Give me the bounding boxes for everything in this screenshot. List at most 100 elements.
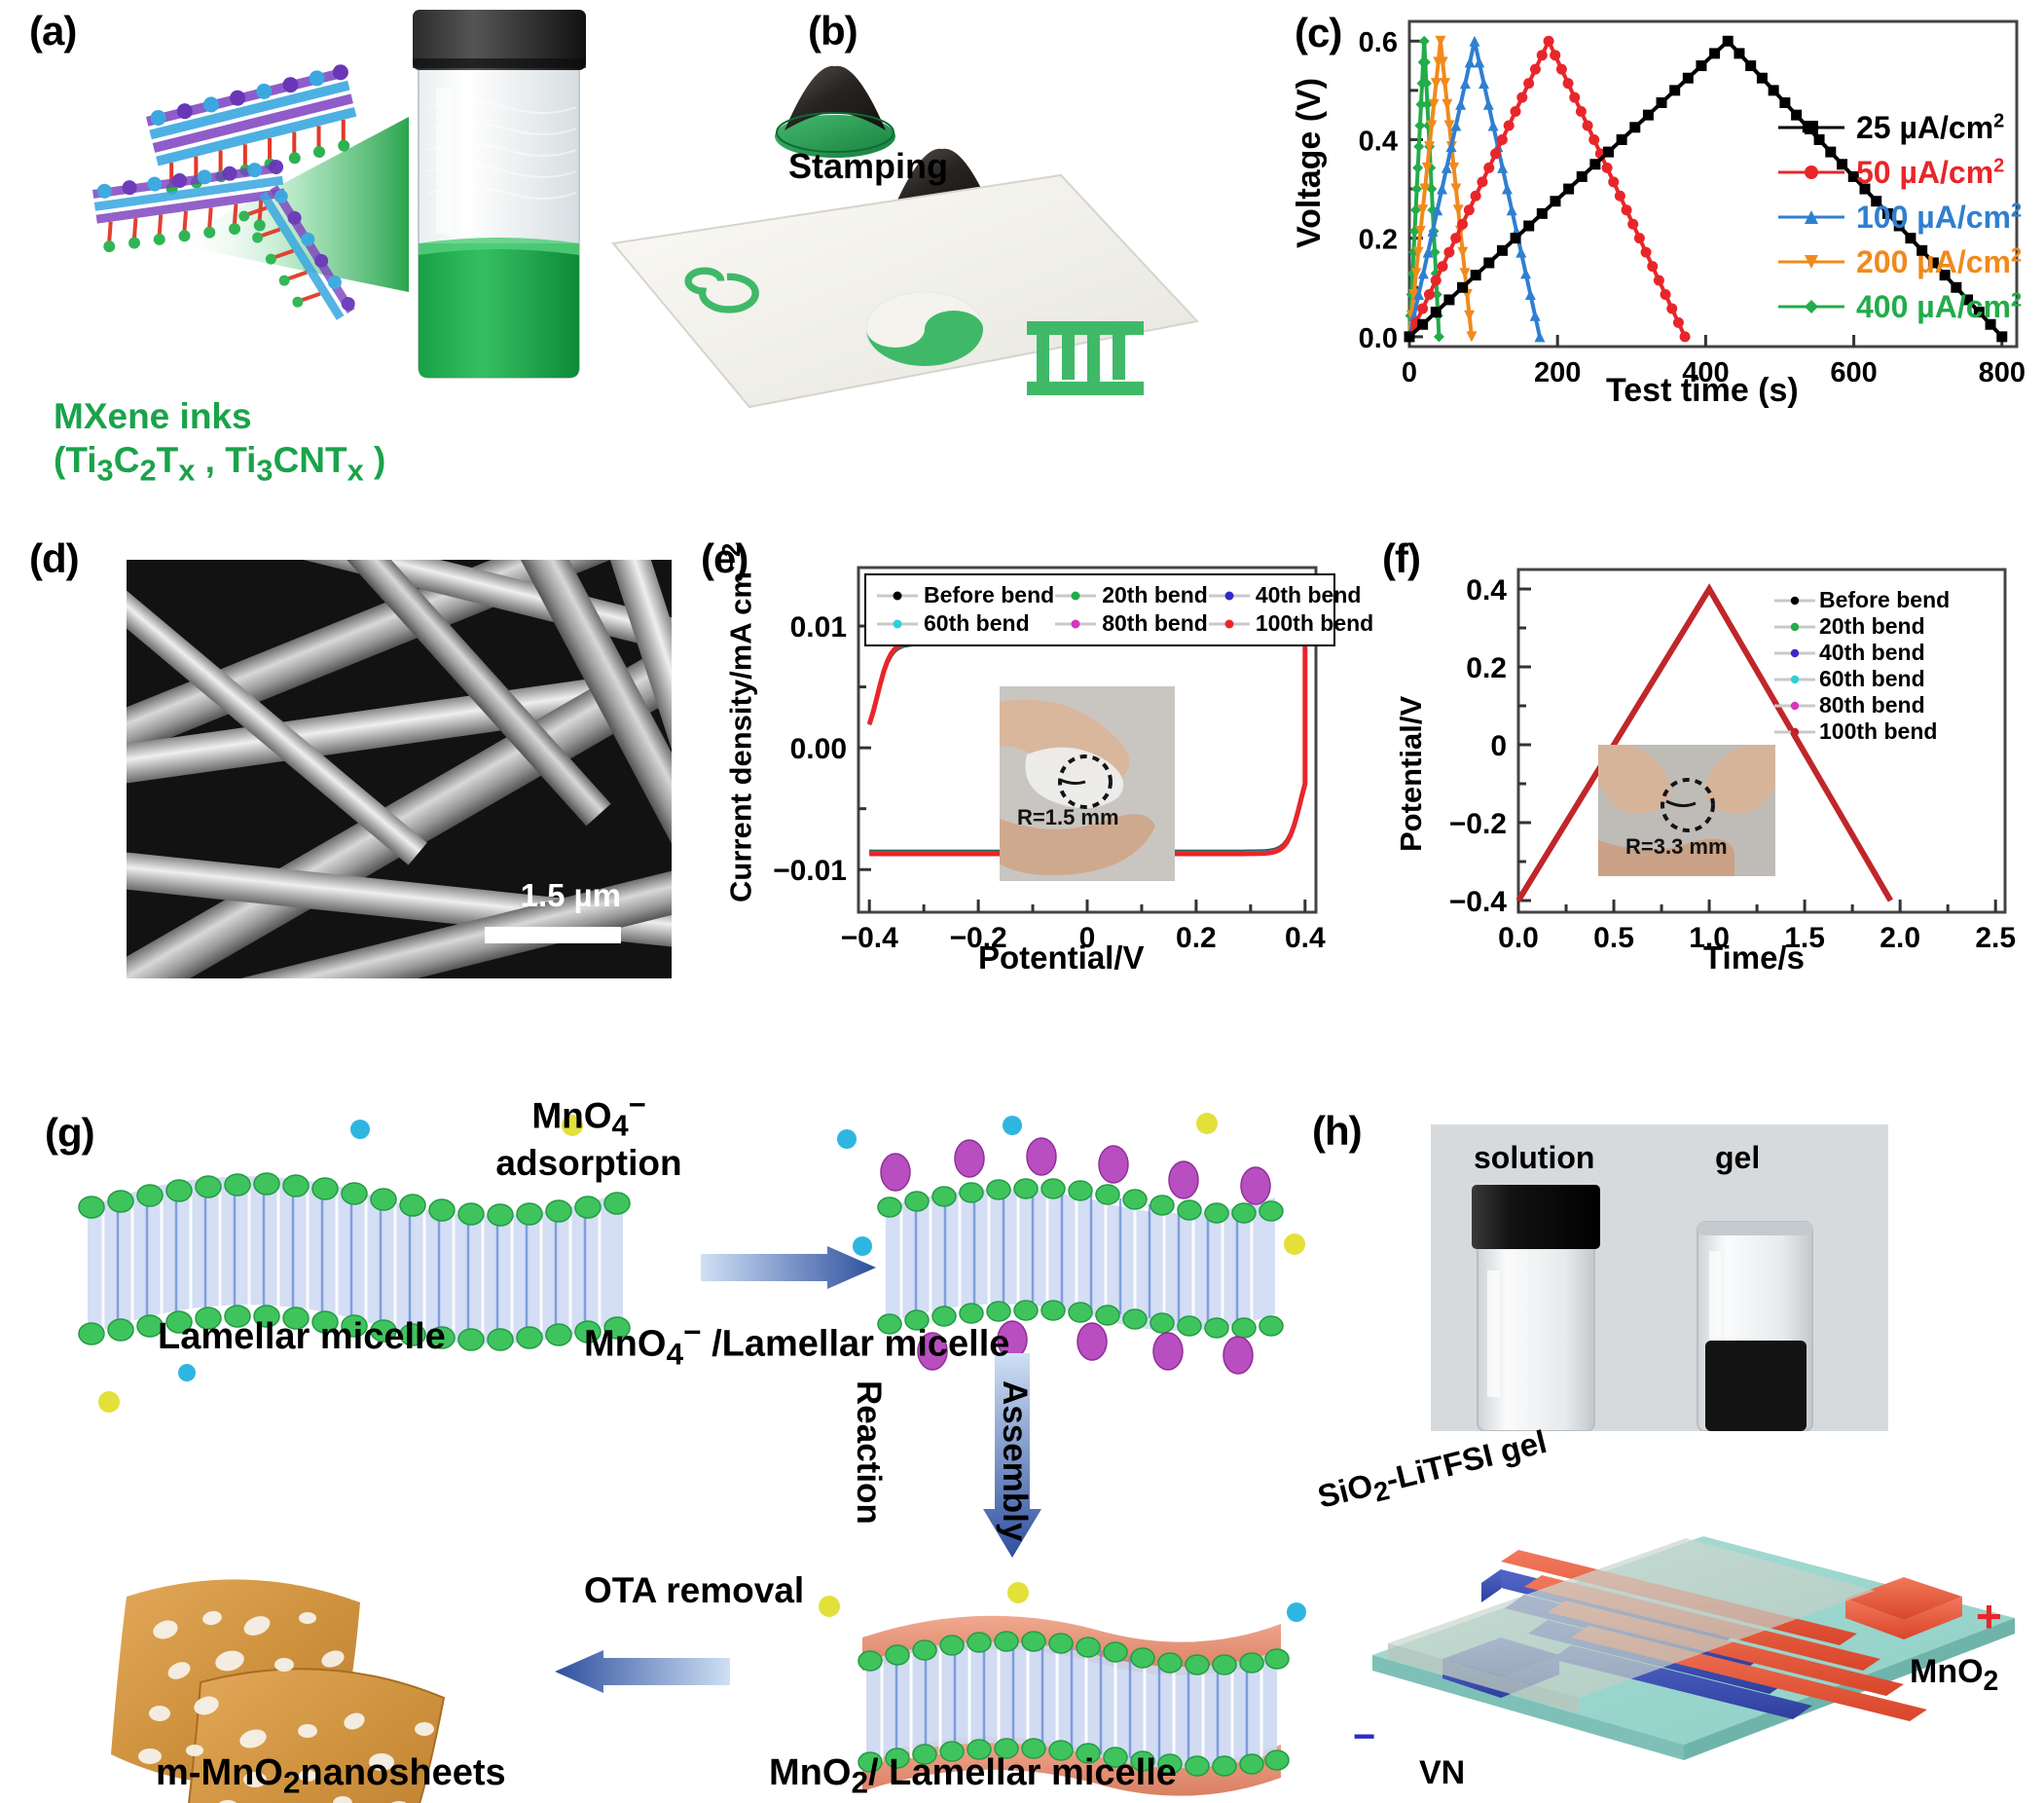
panel-f-gcd-chart: (f) 0.0 0.5 1.0 1.5 2.0 2.5 0.4 0.2 0 −0.2 −0.4 Ti… bbox=[1382, 535, 2016, 978]
panel-c-yaxis-title: Voltage (V) bbox=[1291, 77, 1328, 248]
legend-swatch-icon bbox=[1774, 648, 1815, 657]
svg-text:0.2: 0.2 bbox=[1359, 225, 1398, 256]
legend-swatch-icon bbox=[1778, 255, 1844, 269]
stamp-1 bbox=[775, 65, 895, 158]
panel-c-plot: 0 200 400 600 800 0.0 0.2 0.4 0.6 bbox=[1359, 19, 2026, 388]
panel-a-illustration bbox=[91, 10, 586, 379]
legend-item-bend: 80th bend bbox=[1054, 610, 1208, 637]
panel-e-legend: Before bend 20th bend 40th bend 60th bend 80… bbox=[864, 573, 1373, 646]
m-mno2-nanosheets-label: m-MnO2nanosheets bbox=[156, 1752, 506, 1800]
legend-item-bend: Before bend bbox=[876, 582, 1054, 608]
legend-swatch-icon bbox=[1774, 596, 1815, 605]
legend-item-bend: 100th bend bbox=[1773, 718, 1950, 745]
panel-e-yaxis-title: Current density/mA cm−2 bbox=[718, 543, 758, 902]
micro-supercapacitor-schematic bbox=[1372, 1536, 2015, 1760]
legend-swatch-icon bbox=[1208, 591, 1250, 600]
free-ions-3 bbox=[819, 1582, 1306, 1622]
svg-text:0.2: 0.2 bbox=[1176, 922, 1217, 954]
svg-text:200: 200 bbox=[1534, 357, 1581, 388]
panel-g-synthesis-scheme: (g) bbox=[0, 1071, 1306, 1803]
panel-b-stamping: (b) Stamping bbox=[611, 0, 1285, 409]
panel-f-yaxis-title: Potential/V bbox=[1394, 695, 1428, 852]
legend-label: 200 µA/cm2 bbox=[1856, 243, 2023, 279]
panel-a-label: (a) bbox=[29, 8, 77, 54]
mxene-ink-line1: MXene inks bbox=[54, 396, 252, 436]
legend-swatch-icon bbox=[877, 619, 918, 628]
panel-d-sem-image: (d) bbox=[29, 535, 672, 978]
mxene-flake-stack-2 bbox=[91, 160, 285, 253]
legend-swatch-icon bbox=[1774, 701, 1815, 710]
svg-text:0: 0 bbox=[1490, 730, 1507, 762]
arrow1-caption: MnO4− adsorption bbox=[462, 1087, 715, 1184]
sem-micrograph bbox=[127, 560, 672, 978]
legend-item-bend: 60th bend bbox=[1773, 666, 1950, 692]
panel-e-yaxis-text: Current density/mA cm bbox=[723, 571, 758, 902]
legend-swatch-icon bbox=[1208, 619, 1250, 628]
micelle2-heads-bottom bbox=[877, 1300, 1284, 1339]
legend-label: 400 µA/cm2 bbox=[1856, 288, 2023, 324]
legend-label: 100th bend bbox=[1819, 718, 1938, 744]
permanganate-ions bbox=[880, 1137, 1271, 1375]
panel-b-label: (b) bbox=[808, 8, 858, 54]
panel-h-label: (h) bbox=[1312, 1108, 1363, 1154]
mno2-lamellar-micelle bbox=[819, 1582, 1306, 1796]
legend-item-bend: 20th bend bbox=[1773, 613, 1950, 640]
svg-text:−0.01: −0.01 bbox=[773, 855, 847, 887]
svg-text:2.5: 2.5 bbox=[1975, 922, 2016, 954]
svg-text:1.0: 1.0 bbox=[1689, 922, 1730, 954]
legend-swatch-icon bbox=[1774, 727, 1815, 736]
svg-text:0.01: 0.01 bbox=[790, 611, 847, 644]
panel-c-legend: 25 µA/cm2 50 µA/cm2 100 µA/cm2 200 µA/cm2 40… bbox=[1776, 105, 2022, 329]
arrow-reaction-assembly bbox=[983, 1353, 1041, 1558]
scale-bar bbox=[485, 927, 621, 943]
legend-label: 60th bend bbox=[924, 610, 1030, 636]
legend-label: 20th bend bbox=[1102, 582, 1208, 607]
legend-item-circle: 50 µA/cm2 bbox=[1776, 150, 2022, 195]
svg-text:0.00: 0.00 bbox=[790, 733, 847, 765]
panel-e-cv-chart: (e) −0.4 −0.2 0 0.2 0.4 0.01 0.00 −0.01 Potenti… bbox=[701, 535, 1373, 978]
legend-swatch-icon bbox=[1055, 619, 1097, 628]
panel-c-xaxis-title: Test time (s) bbox=[1606, 372, 1799, 409]
panel-g-label: (g) bbox=[45, 1110, 95, 1156]
panel-c-gcd-chart: (c) 0 200 400 600 800 0.0 0.2 0.4 0.6 Test time … bbox=[1285, 0, 2044, 419]
plus-terminal-icon: + bbox=[1976, 1591, 2002, 1641]
svg-text:0: 0 bbox=[1402, 357, 1417, 388]
solution-vial bbox=[1472, 1185, 1600, 1431]
sem-fibers bbox=[127, 560, 672, 978]
svg-text:0.5: 0.5 bbox=[1593, 922, 1634, 954]
gel-photo-label: gel bbox=[1715, 1140, 1761, 1175]
arrow1-line2: adsorption bbox=[495, 1143, 682, 1184]
svg-text:1.5: 1.5 bbox=[1784, 922, 1825, 954]
panel-f-legend: Before bend 20th bend 40th bend 60th bend 80… bbox=[1773, 587, 1950, 745]
legend-label: 60th bend bbox=[1819, 666, 1925, 691]
legend-label: 80th bend bbox=[1819, 692, 1925, 718]
legend-swatch-icon bbox=[1778, 121, 1844, 134]
svg-text:−0.4: −0.4 bbox=[1449, 886, 1508, 918]
legend-swatch-icon bbox=[877, 591, 918, 600]
svg-text:0.0: 0.0 bbox=[1359, 323, 1398, 354]
legend-item-square: 25 µA/cm2 bbox=[1776, 105, 2022, 150]
gel-vial bbox=[1697, 1221, 1813, 1431]
svg-text:0.2: 0.2 bbox=[1466, 652, 1507, 684]
panel-h-device-scheme: (h) bbox=[1295, 1071, 2044, 1803]
stamping-label: Stamping bbox=[788, 146, 949, 186]
mno2-lamellar-micelle-label: MnO2/ Lamellar micelle bbox=[769, 1752, 1177, 1800]
mesoporous-mno2-nanosheets bbox=[111, 1579, 446, 1803]
legend-swatch-icon bbox=[1778, 210, 1844, 224]
legend-item-bend: 60th bend bbox=[876, 610, 1054, 637]
svg-text:0.4: 0.4 bbox=[1285, 922, 1326, 954]
substrate-sheet bbox=[611, 173, 1199, 409]
svg-text:400: 400 bbox=[1682, 357, 1729, 388]
bending-photo-f bbox=[1598, 745, 1775, 876]
vials-photo: solution gel bbox=[1431, 1124, 1888, 1431]
legend-item-triangle-down: 200 µA/cm2 bbox=[1776, 239, 2022, 284]
panel-e-xaxis-title: Potential/V bbox=[978, 939, 1145, 975]
panel-f-inset-photo: R=3.3 mm bbox=[1598, 745, 1775, 876]
mxene-ink-vial bbox=[413, 10, 586, 379]
legend-label: 100 µA/cm2 bbox=[1856, 199, 2023, 235]
vials-photo-illustration bbox=[1431, 1124, 1888, 1431]
mxene-flake-stack-1 bbox=[146, 64, 357, 195]
lamellar-micelle-1 bbox=[78, 1115, 631, 1413]
legend-swatch-icon bbox=[1778, 300, 1844, 313]
panel-d-label: (d) bbox=[29, 535, 80, 581]
